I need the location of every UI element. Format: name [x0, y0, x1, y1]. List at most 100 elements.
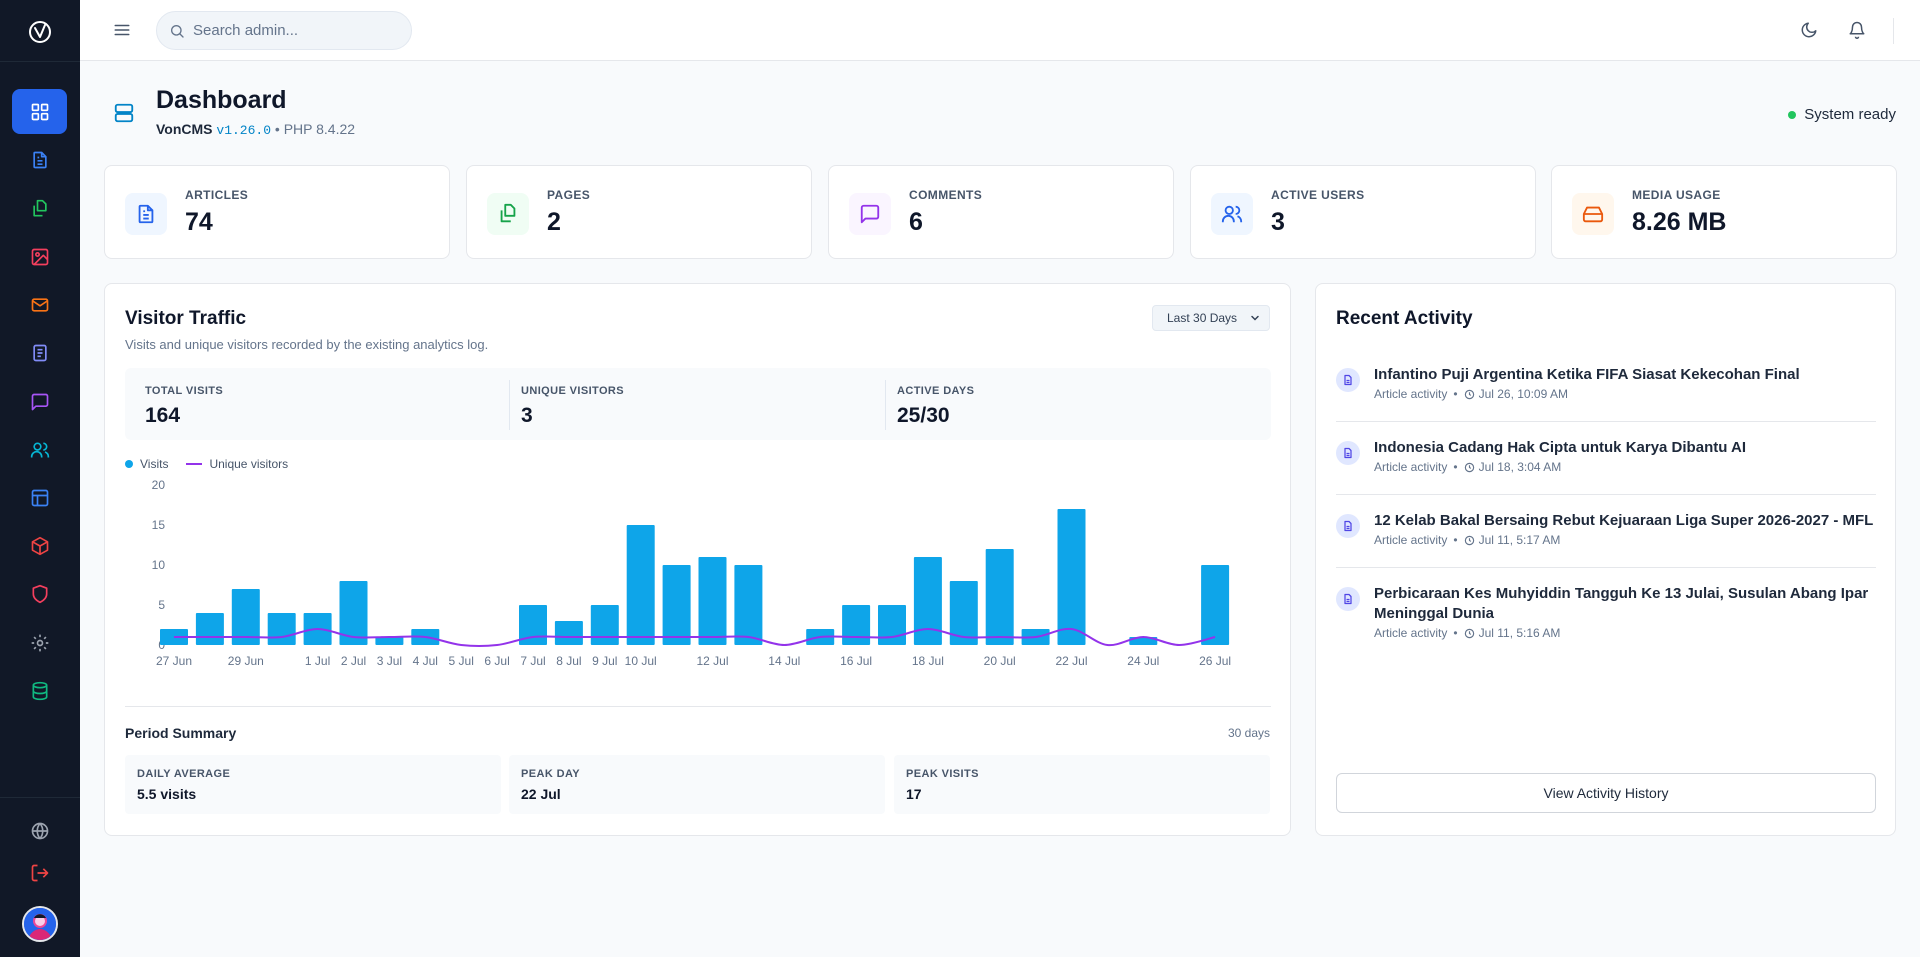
- view-site-button[interactable]: [22, 813, 58, 849]
- drive-icon: [1572, 193, 1614, 235]
- metric-unique-visitors: UNIQUE VISITORS 3: [501, 368, 877, 440]
- sidebar-item-media[interactable]: [12, 234, 67, 279]
- comment-icon: [849, 193, 891, 235]
- sidebar-item-database[interactable]: [12, 668, 67, 713]
- book-icon: [32, 344, 47, 361]
- summary-label: PEAK VISITS: [906, 768, 979, 780]
- activity-time: Jul 18, 3:04 AM: [1478, 460, 1562, 474]
- activity-time: Jul 11, 5:17 AM: [1478, 533, 1561, 547]
- sidebar-divider: [0, 797, 80, 798]
- version-badge: v1.26.0: [216, 123, 272, 138]
- x-tick-label: 26 Jul: [1199, 654, 1231, 668]
- activity-type: Article activity: [1374, 460, 1448, 474]
- metric-value: 164: [145, 404, 181, 427]
- sidebar-item-layout[interactable]: [12, 475, 67, 520]
- y-tick-label: 15: [152, 518, 166, 532]
- hamburger-icon: [114, 24, 130, 36]
- sidebar-item-mail[interactable]: [12, 282, 67, 327]
- y-tick-label: 5: [158, 598, 165, 612]
- sidebar-item-comments[interactable]: [12, 379, 67, 424]
- metric-value: 25/30: [897, 404, 950, 427]
- activity-title[interactable]: Indonesia Cadang Hak Cipta untuk Karya D…: [1374, 439, 1746, 456]
- period-summary-title: Period Summary: [125, 725, 237, 741]
- stat-label: MEDIA USAGE: [1632, 188, 1721, 202]
- search-bar: [156, 11, 412, 50]
- legend-visits: Visits: [140, 457, 169, 471]
- legend-visits-swatch: [125, 460, 133, 468]
- activity-item[interactable]: Perbicaraan Kes Muhyiddin Tangguh Ke 13 …: [1336, 584, 1876, 654]
- stat-value: 6: [909, 208, 923, 236]
- brand-name: VonCMS: [156, 121, 213, 137]
- stat-card-articles[interactable]: ARTICLES 74: [104, 165, 450, 259]
- activity-title[interactable]: 12 Kelab Bakal Bersaing Rebut Kejuaraan …: [1374, 512, 1874, 529]
- bar-visits: [1201, 565, 1230, 645]
- clock-icon: [1464, 628, 1474, 638]
- page-title: Dashboard: [156, 86, 287, 114]
- chart-legend: Visits Unique visitors: [125, 457, 288, 471]
- sidebar-item-articles[interactable]: [12, 137, 67, 182]
- metric-label: TOTAL VISITS: [145, 385, 224, 397]
- sidebar-item-dashboard[interactable]: [12, 89, 67, 134]
- activity-meta: Article activity • Jul 11, 5:16 AM: [1374, 626, 1561, 640]
- document-icon: [1336, 587, 1360, 611]
- bar-visits: [698, 557, 727, 645]
- activity-meta: Article activity • Jul 26, 10:09 AM: [1374, 387, 1568, 401]
- box-icon: [31, 536, 48, 555]
- activity-title[interactable]: Infantino Puji Argentina Ketika FIFA Sia…: [1374, 366, 1800, 383]
- x-tick-label: 8 Jul: [556, 654, 581, 668]
- series-line-unique-visitors: [173, 627, 1216, 647]
- activity-item[interactable]: Infantino Puji Argentina Ketika FIFA Sia…: [1336, 365, 1876, 415]
- bar-visits: [231, 589, 260, 645]
- sidebar-item-books[interactable]: [12, 330, 67, 375]
- bar-visits: [267, 613, 296, 645]
- metric-divider: [885, 380, 886, 430]
- search-input[interactable]: [193, 22, 393, 39]
- x-tick-label: 24 Jul: [1127, 654, 1159, 668]
- x-tick-label: 5 Jul: [449, 654, 474, 668]
- notifications-button[interactable]: [1845, 18, 1869, 42]
- stat-card-media-usage[interactable]: MEDIA USAGE 8.26 MB: [1551, 165, 1897, 259]
- theme-toggle-button[interactable]: [1797, 18, 1821, 42]
- stat-label: PAGES: [547, 188, 591, 202]
- system-status: System ready: [1788, 106, 1896, 123]
- activity-title[interactable]: Perbicaraan Kes Muhyiddin Tangguh Ke 13 …: [1374, 585, 1869, 622]
- logout-button[interactable]: [22, 855, 58, 891]
- stat-card-active-users[interactable]: ACTIVE USERS 3: [1190, 165, 1536, 259]
- x-tick-label: 20 Jul: [984, 654, 1016, 668]
- card-description: Visits and unique visitors recorded by t…: [125, 337, 489, 352]
- globe-icon: [31, 822, 49, 840]
- activity-item[interactable]: Indonesia Cadang Hak Cipta untuk Karya D…: [1336, 438, 1876, 488]
- sidebar-item-pages[interactable]: [12, 186, 67, 231]
- sidebar-item-security[interactable]: [12, 571, 67, 616]
- sidebar-item-plugins[interactable]: [12, 523, 67, 568]
- version-info: VonCMS v1.26.0 • PHP 8.4.22: [156, 121, 356, 138]
- divider: [125, 706, 1271, 707]
- users-icon: [30, 442, 49, 457]
- avatar[interactable]: [22, 906, 58, 942]
- sidebar-item-settings[interactable]: [12, 620, 67, 665]
- clock-icon: [1464, 389, 1474, 399]
- x-tick-label: 27 Jun: [156, 654, 192, 668]
- metric-label: UNIQUE VISITORS: [521, 385, 624, 397]
- activity-item[interactable]: 12 Kelab Bakal Bersaing Rebut Kejuaraan …: [1336, 511, 1876, 561]
- mail-icon: [31, 297, 48, 312]
- shield-icon: [32, 584, 48, 603]
- layout-icon: [31, 489, 48, 506]
- clock-icon: [1464, 462, 1474, 472]
- stat-card-comments[interactable]: COMMENTS 6: [828, 165, 1174, 259]
- summary-value: 17: [906, 786, 922, 802]
- menu-toggle-button[interactable]: [110, 18, 134, 42]
- stat-label: ACTIVE USERS: [1271, 188, 1365, 202]
- moon-icon: [1801, 22, 1817, 38]
- metric-label: ACTIVE DAYS: [897, 385, 975, 397]
- logo-icon[interactable]: [24, 16, 56, 48]
- date-range-select[interactable]: Last 30 Days: [1152, 305, 1270, 331]
- bar-visits: [662, 565, 691, 645]
- stat-card-pages[interactable]: PAGES 2: [466, 165, 812, 259]
- bar-visits: [734, 565, 763, 645]
- stat-label: ARTICLES: [185, 188, 249, 202]
- view-activity-history-button[interactable]: View Activity History: [1336, 773, 1876, 813]
- x-tick-label: 14 Jul: [768, 654, 800, 668]
- sidebar-item-users[interactable]: [12, 427, 67, 472]
